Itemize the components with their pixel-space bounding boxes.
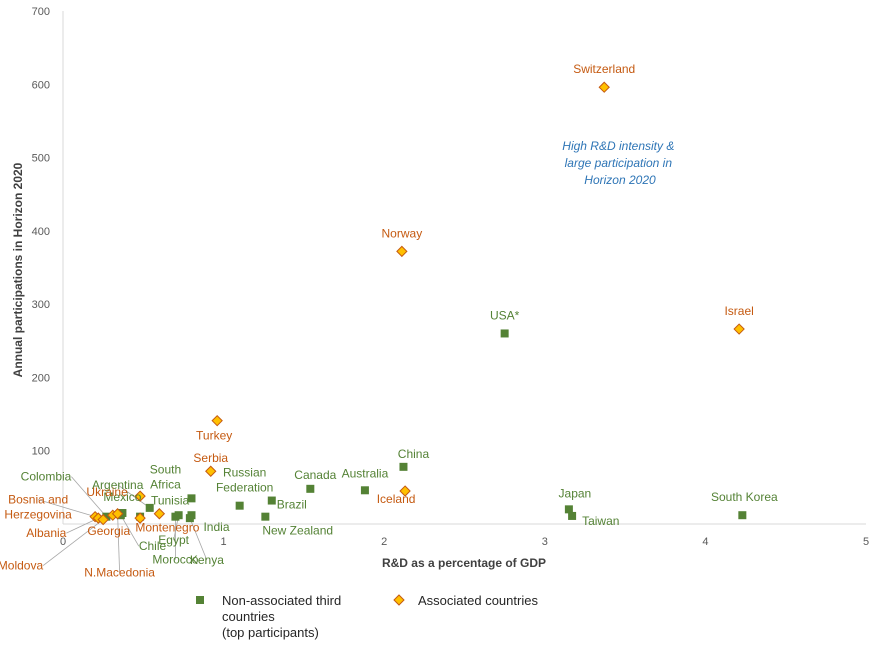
- label-tunisia: Tunisia: [151, 494, 190, 508]
- legend: Non-associated third countries (top part…: [196, 593, 538, 640]
- label-new-zealand: New Zealand: [262, 524, 333, 538]
- point-australia: [361, 486, 369, 494]
- x-axis-title: R&D as a percentage of GDP: [382, 556, 546, 570]
- point-israel: [734, 324, 744, 334]
- label-israel: Israel: [724, 304, 753, 318]
- point-switzerland: [599, 82, 609, 92]
- point-russian-federation: [236, 502, 244, 510]
- point-montenegro: [154, 509, 164, 519]
- point-china: [399, 463, 407, 471]
- label-norway: Norway: [382, 226, 423, 240]
- label-brazil: Brazil: [277, 498, 307, 512]
- label-chile: Chile: [139, 539, 167, 553]
- label-bosnia-and-herzegovina: Bosnia and Herzegovina: [4, 493, 72, 522]
- leader-n-macedonia: [118, 514, 120, 573]
- x-tick-label: 3: [542, 536, 548, 548]
- x-tick-label: 4: [702, 536, 708, 548]
- label-india: India: [203, 520, 229, 534]
- y-axis-title: Annual participations in Horizon 2020: [11, 162, 25, 377]
- x-tick-label: 2: [381, 536, 387, 548]
- legend-label-associated: Associated countries: [418, 593, 538, 608]
- label-colombia: Colombia: [21, 470, 72, 484]
- point-taiwan: [568, 512, 576, 520]
- point-morocco: [171, 513, 179, 521]
- label-south-korea: South Korea: [711, 490, 778, 504]
- point-usa: [501, 329, 509, 337]
- label-moldova: Moldova: [0, 559, 43, 573]
- annotation-line-1: High R&D intensity &: [562, 139, 674, 153]
- y-tick-label: 500: [32, 153, 50, 165]
- label-georgia: Georgia: [87, 524, 130, 538]
- label-usa: USA*: [490, 308, 520, 322]
- annotation-line-2: large participation in: [565, 156, 673, 170]
- label-taiwan: Taiwan: [582, 514, 619, 528]
- label-japan: Japan: [559, 486, 592, 500]
- point-serbia: [206, 466, 216, 476]
- label-china: China: [398, 447, 430, 461]
- label-turkey: Turkey: [196, 429, 232, 443]
- label-n-macedonia: N.Macedonia: [84, 566, 155, 580]
- y-tick-label: 200: [32, 372, 50, 384]
- y-tick-label: 100: [32, 446, 50, 458]
- point-brazil: [268, 497, 276, 505]
- point-norway: [397, 246, 407, 256]
- x-tick-label: 5: [863, 536, 869, 548]
- label-canada: Canada: [294, 468, 336, 482]
- label-russian-federation: Russian Federation: [216, 466, 273, 495]
- label-montenegro: Montenegro: [135, 521, 199, 535]
- axes: [63, 11, 866, 524]
- point-south-korea: [738, 511, 746, 519]
- label-albania: Albania: [26, 526, 66, 540]
- label-serbia: Serbia: [193, 451, 228, 465]
- y-tick-label: 700: [32, 6, 50, 18]
- legend-marker-associated: [394, 595, 404, 605]
- label-south-africa: South Africa: [150, 462, 181, 491]
- label-morocco: Morocco: [152, 553, 198, 567]
- label-australia: Australia: [342, 466, 389, 480]
- label-ukraine: Ukraine: [86, 485, 128, 499]
- legend-label-non-associated: Non-associated third countries (top part…: [222, 593, 345, 640]
- point-turkey: [212, 416, 222, 426]
- y-tick-label: 400: [32, 226, 50, 238]
- y-tick-label: 600: [32, 79, 50, 91]
- point-new-zealand: [261, 513, 269, 521]
- annotation-line-3: Horizon 2020: [584, 173, 656, 187]
- y-tick-label: 300: [32, 299, 50, 311]
- point-canada: [306, 485, 314, 493]
- x-tick-label: 1: [221, 536, 227, 548]
- legend-marker-non-associated: [196, 596, 204, 604]
- annotation: High R&D intensity & large participation…: [562, 139, 677, 187]
- label-switzerland: Switzerland: [573, 62, 635, 76]
- label-iceland: Iceland: [377, 492, 416, 506]
